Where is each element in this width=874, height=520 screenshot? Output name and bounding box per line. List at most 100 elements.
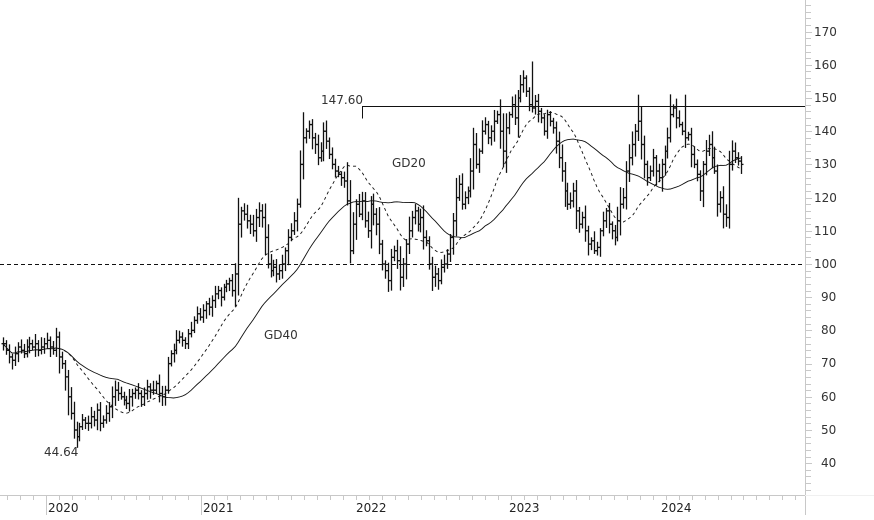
ohlc-bar — [718, 191, 723, 213]
ohlc-bar — [401, 258, 406, 287]
ohlc-bar — [524, 75, 529, 97]
ohlc-bar — [595, 241, 600, 256]
low-price-label: 44.64 — [44, 445, 78, 459]
ma40-label: GD40 — [264, 328, 298, 342]
y-tick-label: 40 — [821, 456, 836, 470]
ohlc-bar — [680, 121, 685, 136]
ohlc-bar — [448, 234, 453, 262]
resistance-label: 147.60 — [321, 93, 363, 107]
ohlc-bar — [92, 410, 97, 427]
ohlc-bar — [683, 94, 688, 148]
ohlc-bar — [580, 211, 585, 229]
ohlc-bar — [377, 207, 382, 255]
y-tick-label: 80 — [821, 323, 836, 337]
ohlc-bar — [201, 304, 206, 323]
ohlc-bar — [313, 132, 318, 154]
ohlc-bar — [42, 337, 47, 354]
ohlc-bar — [627, 144, 632, 182]
y-tick-label: 170 — [814, 25, 837, 39]
ohlc-bar — [345, 162, 350, 206]
ohlc-bar — [69, 387, 74, 420]
ohlc-bar — [10, 353, 15, 370]
ohlc-bar — [216, 285, 221, 300]
ohlc-bar — [642, 135, 647, 179]
ohlc-bar — [686, 131, 691, 141]
ohlc-bar — [213, 285, 218, 308]
ohlc-bar — [180, 332, 185, 347]
ohlc-bar — [242, 203, 247, 221]
ohlc-bar — [521, 70, 526, 93]
ohlc-bar — [430, 256, 435, 291]
ohlc-bar — [518, 74, 523, 103]
ohlc-bar — [707, 134, 712, 157]
ohlc-bar — [386, 262, 391, 292]
ohlc-bar — [339, 171, 344, 186]
ohlc-bar — [636, 94, 641, 141]
ohlc-bar — [739, 156, 744, 174]
ohlc-bar — [157, 374, 162, 403]
resistance-line — [362, 106, 805, 119]
ohlc-bar — [621, 187, 626, 209]
ohlc-bar — [454, 177, 459, 237]
ohlc-bar — [295, 198, 300, 232]
ohlc-bar — [198, 308, 203, 321]
ohlc-bar — [251, 214, 256, 237]
ohlc-bar — [721, 186, 726, 229]
ohlc-bar — [715, 164, 720, 217]
ohlc-bar — [260, 204, 265, 228]
ohlc-bar — [457, 175, 462, 201]
ohlc-bar — [301, 112, 306, 180]
y-tick-label: 150 — [814, 91, 837, 105]
ohlc-bar — [557, 131, 562, 169]
ohlc-bar — [730, 140, 735, 171]
ohlc-bar — [327, 137, 332, 160]
ohlc-bar — [30, 339, 35, 351]
y-tick-label: 50 — [821, 423, 836, 437]
ohlc-bar — [601, 211, 606, 237]
ohlc-bar — [210, 295, 215, 317]
ohlc-bar — [701, 161, 706, 208]
x-tick-label-2020: 2020 — [48, 501, 79, 515]
ohlc-bar — [363, 192, 368, 228]
ohlc-bar — [486, 120, 491, 145]
ohlc-bar — [410, 210, 415, 238]
ohlc-bar — [154, 380, 159, 394]
ohlc-bar — [110, 386, 115, 419]
ohlc-bar — [286, 229, 291, 266]
ohlc-bar — [316, 134, 321, 166]
ohlc-bar — [66, 369, 71, 416]
ohlc-bar — [398, 246, 403, 291]
y-tick-label: 90 — [821, 290, 836, 304]
ohlc-bar — [483, 117, 488, 135]
y-tick-label: 100 — [814, 257, 837, 271]
ohlc-bar — [492, 109, 497, 142]
ohlc-bar — [266, 224, 271, 269]
ohlc-bar — [195, 306, 200, 324]
ohlc-bar — [421, 205, 426, 250]
ohlc-bar — [113, 380, 118, 406]
ohlc-bar — [89, 406, 94, 429]
y-tick-label: 140 — [814, 124, 837, 138]
ohlc-bar — [163, 385, 168, 406]
ohlc-bar — [395, 239, 400, 269]
ohlc-bar — [477, 148, 482, 173]
ohlc-bar — [674, 98, 679, 129]
ohlc-bar — [227, 277, 232, 292]
ohlc-bar — [536, 93, 541, 123]
plot-area — [1, 61, 744, 448]
ohlc-bar — [539, 107, 544, 124]
ohlc-bar — [657, 163, 662, 183]
ohlc-bar — [324, 120, 329, 149]
ohlc-bar — [95, 403, 100, 431]
y-tick-label: 70 — [821, 356, 836, 370]
ohlc-bar — [471, 127, 476, 190]
ohlc-bar — [380, 239, 385, 271]
y-tick-label: 60 — [821, 390, 836, 404]
ohlc-bar — [22, 343, 27, 359]
ohlc-bar — [304, 128, 309, 144]
reference-lines — [0, 106, 805, 265]
x-tick-label-2023: 2023 — [509, 501, 540, 515]
ohlc-bar — [527, 87, 532, 112]
ohlc-bar — [574, 180, 579, 230]
ohlc-bar — [633, 123, 638, 157]
